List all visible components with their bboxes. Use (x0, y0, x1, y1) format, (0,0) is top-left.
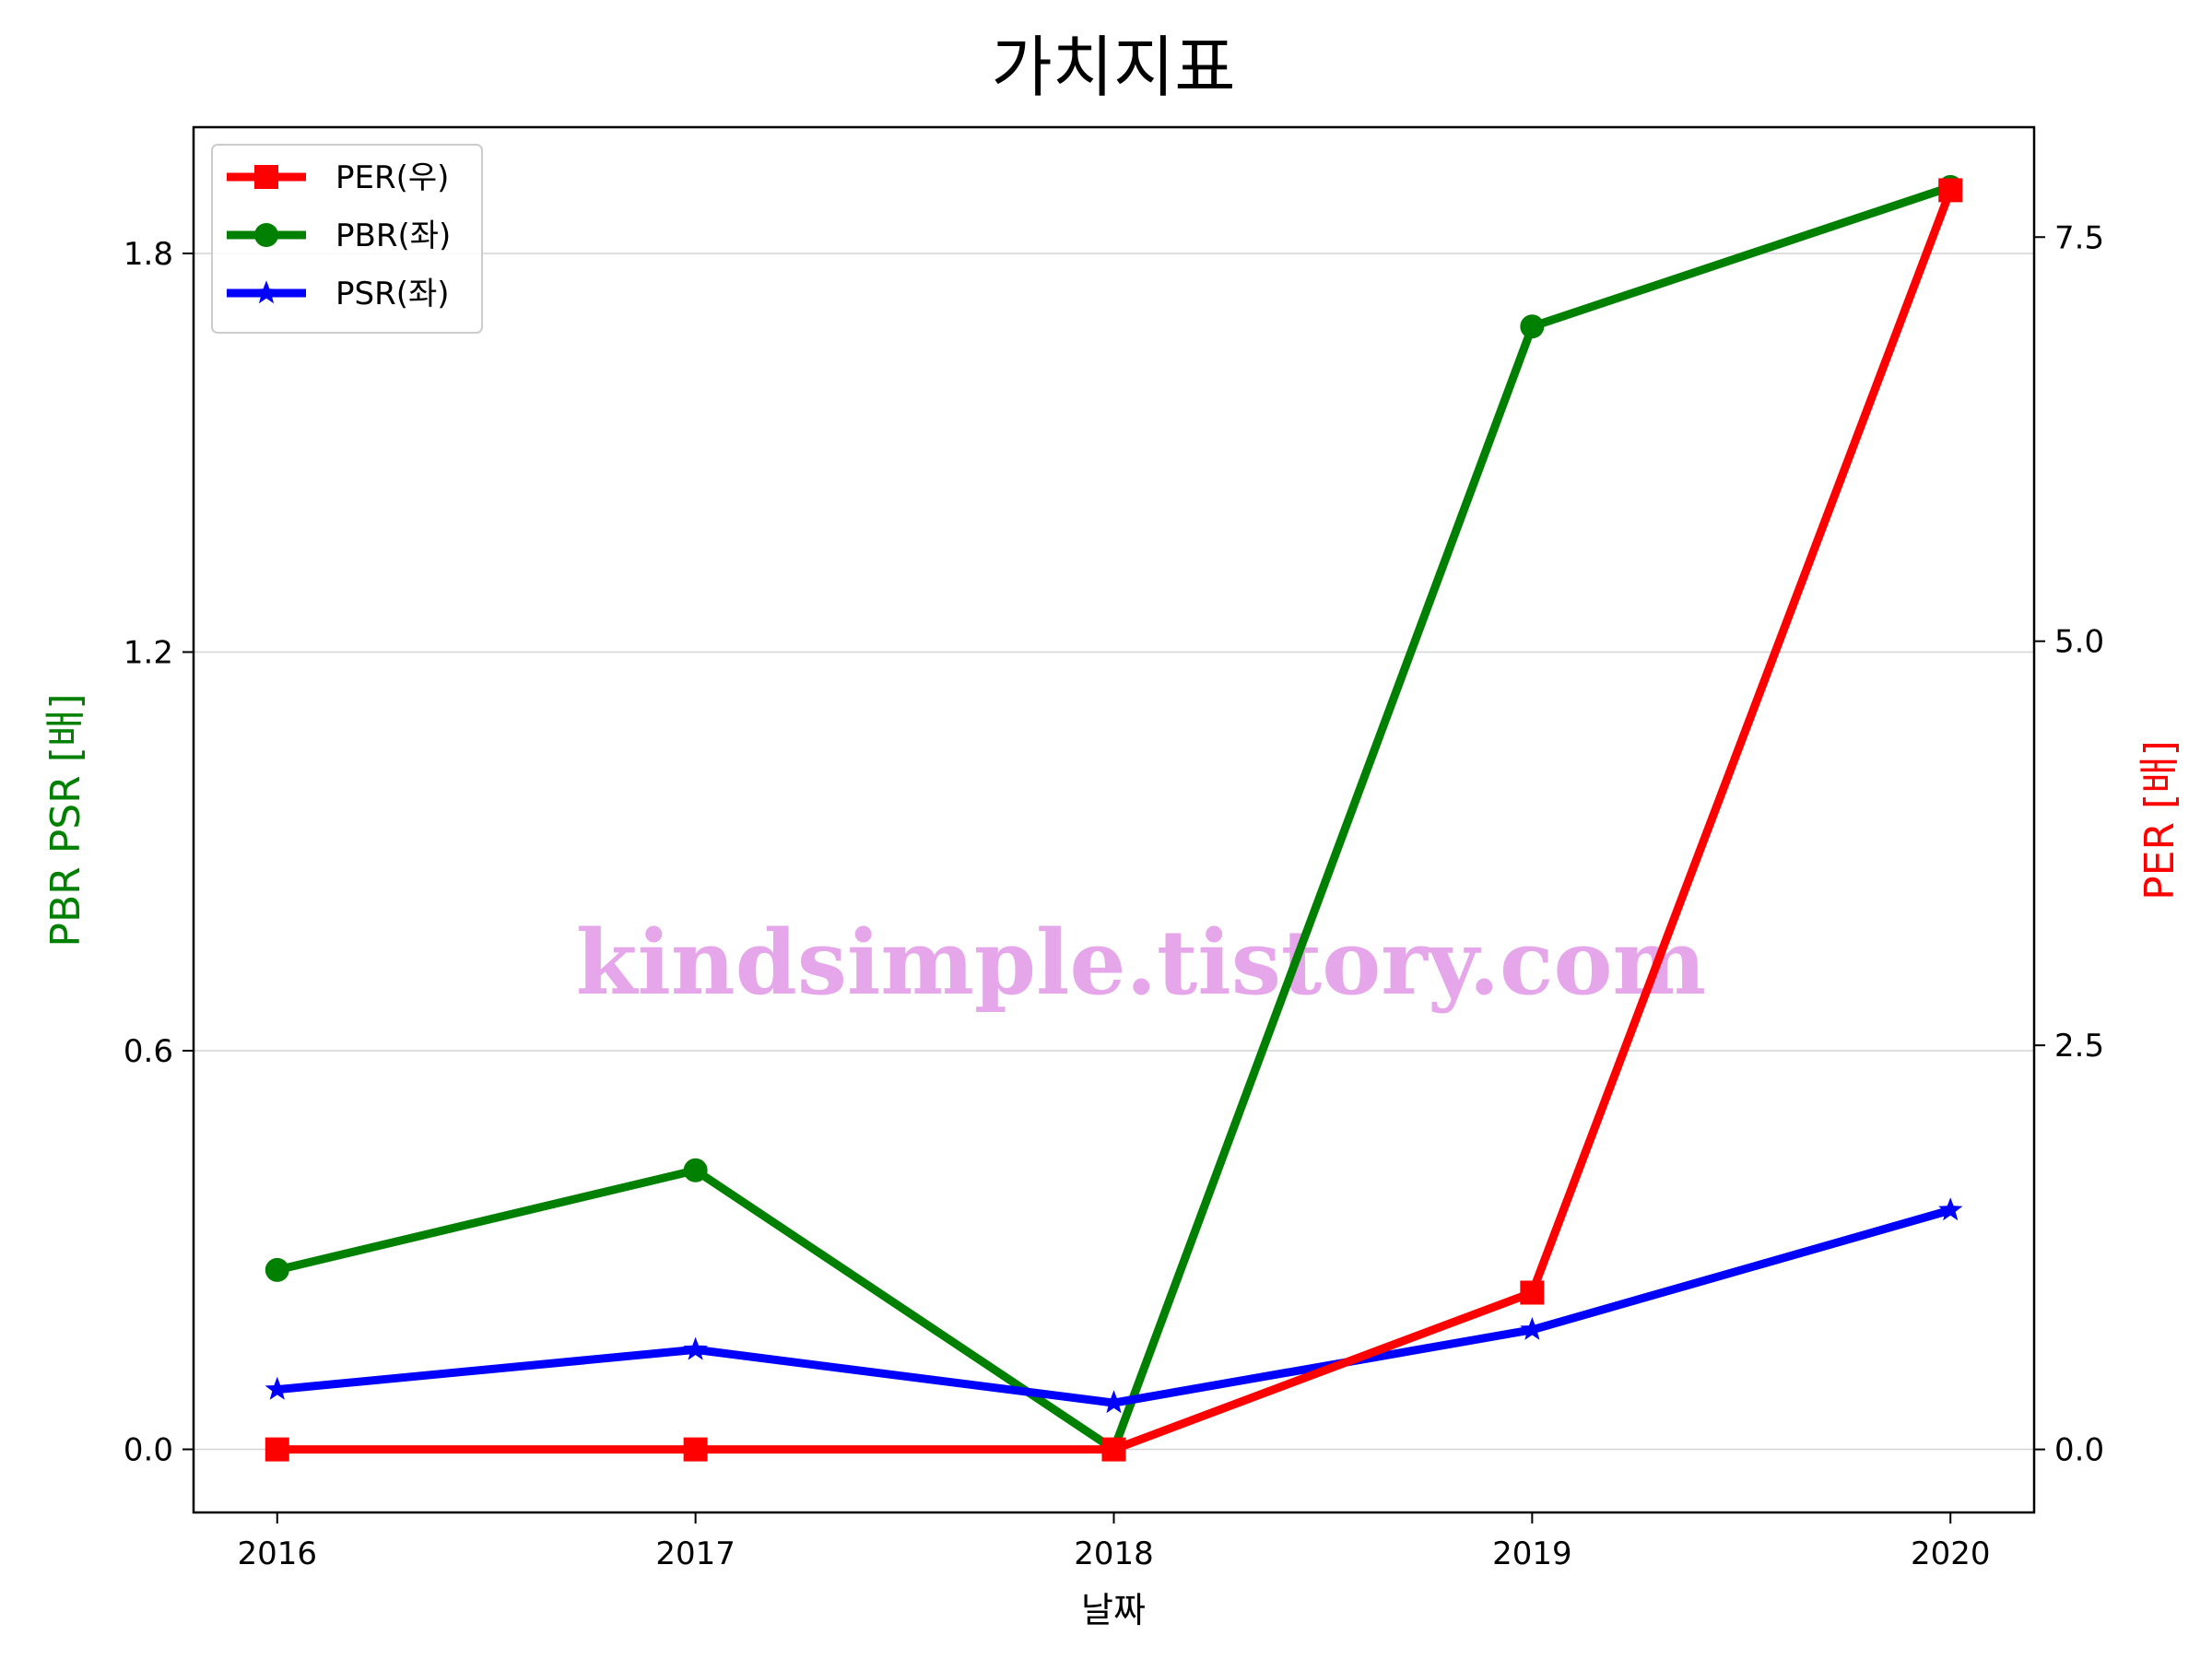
plot-frame (192, 125, 2036, 1514)
data-point (1101, 1390, 1126, 1414)
x-tick-label: 2020 (1911, 1535, 1991, 1572)
grid-lines (194, 253, 2034, 1451)
legend-label: PSR(좌) (335, 276, 450, 312)
y-right-tick-label: 2.5 (2054, 1028, 2104, 1065)
data-point (683, 1437, 708, 1462)
legend: PER(우) PBR(좌) PSR(좌) (211, 144, 483, 334)
data-point (1520, 1280, 1545, 1305)
data-point (265, 1437, 289, 1462)
y-right-tick-label: 5.0 (2054, 624, 2104, 661)
watermark-text: kindsimple.tistory.com (576, 911, 1706, 1015)
data-point (265, 1257, 289, 1282)
y-left-tick-label: 1.8 (124, 236, 173, 273)
legend-item: PER(우) (227, 159, 449, 196)
data-point (1520, 314, 1545, 339)
chart-title: 가치지표 (992, 29, 1236, 106)
x-tick-label: 2016 (238, 1535, 318, 1572)
legend-item: PSR(좌) (227, 276, 450, 312)
data-point (683, 1336, 708, 1360)
y-axis-right-label: PER [배] (2136, 740, 2183, 900)
y-right-tick-label: 0.0 (2054, 1432, 2104, 1469)
legend-box (211, 144, 483, 334)
y-left-tick-label: 0.0 (124, 1432, 173, 1469)
data-point (1938, 1197, 1963, 1221)
series-line (276, 182, 1952, 1453)
data-point (265, 1376, 289, 1400)
series-star (265, 1197, 1963, 1414)
y-left-tick-label: 1.2 (124, 634, 173, 671)
y-right-tick-label: 7.5 (2054, 219, 2104, 256)
legend-label: PBR(좌) (335, 218, 451, 254)
series-layer (265, 174, 1963, 1462)
x-axis-label: 날짜 (1081, 1590, 1146, 1630)
data-point (1520, 1317, 1545, 1340)
data-point (683, 1158, 708, 1182)
legend-label: PER(우) (335, 159, 449, 196)
data-point (254, 165, 278, 189)
x-tick-label: 2017 (655, 1535, 735, 1572)
data-point (254, 223, 278, 247)
x-tick-label: 2019 (1492, 1535, 1572, 1572)
legend-item: PBR(좌) (227, 218, 451, 254)
data-point (1938, 178, 1963, 203)
x-tick-label: 2018 (1074, 1535, 1154, 1572)
y-left-tick-label: 0.6 (124, 1033, 173, 1070)
axis-ticks: 0.0 0.6 1.2 1.8 0.0 2.5 5.0 7.5 2016 2017 2018 2019… (124, 219, 2104, 1572)
series-line (276, 1206, 1952, 1407)
series-line (276, 188, 1955, 1454)
data-point (253, 280, 279, 304)
series-square (265, 178, 1963, 1462)
y-axis-left-label: PBR PSR [배] (42, 693, 89, 947)
data-point (1101, 1437, 1126, 1462)
